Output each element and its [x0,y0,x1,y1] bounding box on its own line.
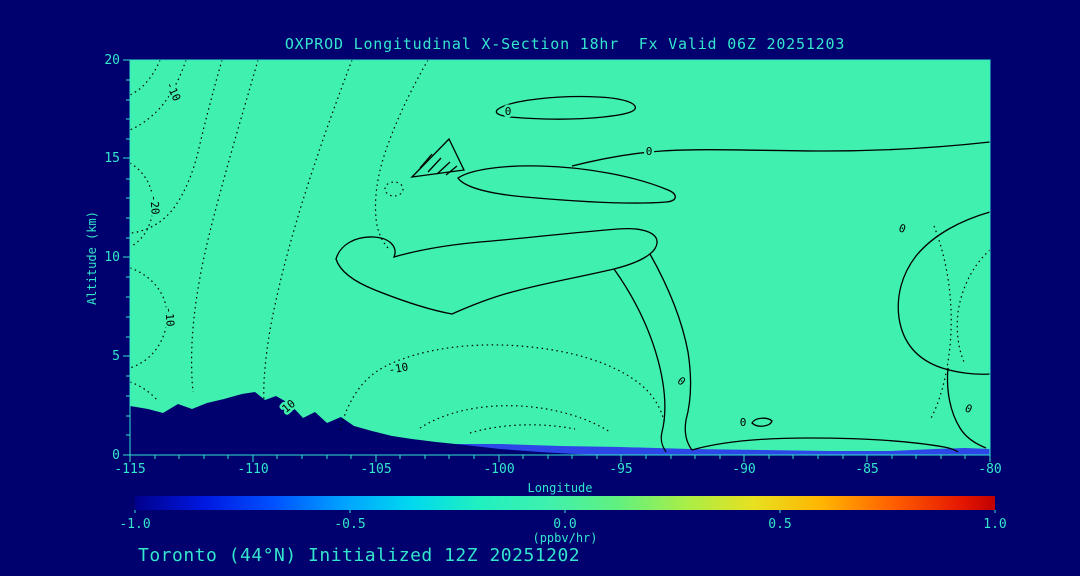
axes-group [123,59,991,462]
zero-contour-ellipse [495,95,636,120]
y-axis-major-ticks [123,59,130,456]
zero-contour-lobe [457,165,676,204]
colorbar-tick-label: 0.0 [553,517,576,532]
negative-contour-dotted-loop [384,181,404,197]
hatch-marks [419,153,458,176]
y-axis-minor-ticks [126,79,130,436]
x-tick-label: -80 [978,462,1001,477]
x-tick-label: -85 [855,462,878,477]
x-tick-label: -115 [114,462,145,477]
y-tick-label: 20 [104,53,120,68]
zero-contour-line [946,367,987,449]
x-tick-label: -105 [360,462,391,477]
contour-label: 0 [505,105,512,118]
x-tick-label: -90 [732,462,755,477]
colorbar-ticks [134,510,996,513]
zero-contour-line [691,437,959,453]
x-axis-major-ticks [129,455,991,462]
contour-label: -20 [147,194,162,215]
zero-contour-line [571,141,991,167]
x-tick-label: -100 [483,462,514,477]
colorbar-gradient-bar [135,496,995,510]
dotted-contours-group [129,59,991,434]
zero-contour-tiny-loop [751,417,773,427]
colorbar-units-label: (ppbv/hr) [532,531,597,545]
y-tick-label: 5 [112,349,120,364]
x-axis-minor-ticks [154,455,966,459]
y-tick-label: 10 [104,250,120,265]
colorbar: -1.0 -0.5 0.0 0.5 1.0 (ppbv/hr) [119,496,1007,545]
negative-contour-dotted [129,59,187,131]
y-axis-title: Altitude (km) [85,211,99,305]
contour-label: 0 [740,416,747,429]
colorbar-tick-label: -1.0 [119,517,150,532]
x-tick-labels: -115 -110 -105 -100 -95 -90 -85 -80 [114,462,1001,477]
x-tick-label: -110 [237,462,268,477]
colorbar-tick-label: 0.5 [768,517,791,532]
zero-contour-tail [613,268,667,453]
contour-label: 0 [646,145,653,158]
contour-label: -10 [162,306,177,327]
negative-contour-dotted [469,424,576,434]
y-tick-labels: 0 5 10 15 20 [104,53,120,463]
zero-contour-east-region [897,211,991,375]
colorbar-tick-label: 1.0 [983,517,1006,532]
negative-contour-dotted [339,344,666,431]
plot-caption: Toronto (44°N) Initialized 12Z 20251202 [138,545,580,566]
colorbar-tick-label: -0.5 [334,517,365,532]
y-tick-label: 0 [112,448,120,463]
negative-contour-dotted [956,249,991,363]
negative-contour-dotted [929,225,952,421]
solid-contours-group [335,95,991,453]
contour-label: -10 [387,360,409,376]
negative-contour-dotted [129,59,161,96]
x-tick-label: -95 [609,462,632,477]
plot-title: OXPROD Longitudinal X-Section 18hr Fx Va… [285,35,845,53]
field-fill-region [130,60,990,455]
x-axis-title: Longitude [527,481,592,495]
zero-contour-tail [649,253,693,451]
terrain-silhouette [130,392,600,455]
zero-contour-main-region [335,227,658,315]
y-tick-label: 15 [104,151,120,166]
